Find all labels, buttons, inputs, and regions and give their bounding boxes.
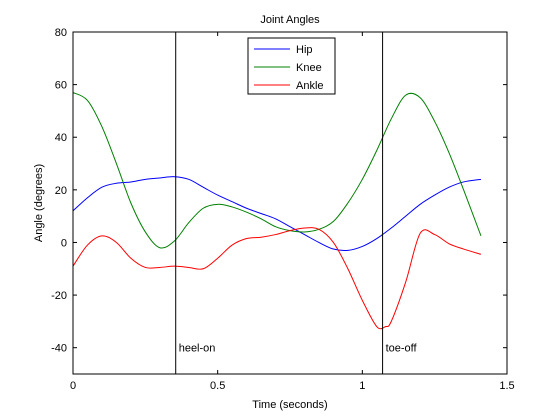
series-line-knee	[72, 92, 482, 249]
annotation-layer: heel-on toe-off	[175, 32, 418, 374]
legend: Hip Knee Ankle	[247, 37, 336, 95]
legend-label-ankle: Ankle	[296, 80, 324, 92]
plot-lines	[72, 92, 482, 330]
x-tick-label: 0.5	[210, 380, 225, 392]
y-tick-label: -20	[51, 290, 67, 302]
plot-frame	[72, 31, 508, 375]
y-tick-label: 60	[55, 80, 67, 92]
legend-label-knee: Knee	[296, 62, 322, 74]
y-tick-label: 0	[61, 237, 67, 249]
y-tick-label: 40	[55, 132, 67, 144]
y-tick-label: 20	[55, 185, 67, 197]
series-line-hip	[72, 176, 482, 252]
series-line-ankle	[72, 227, 482, 330]
y-axis-label: Angle (degrees)	[33, 164, 45, 242]
y-tick-label: -40	[51, 343, 67, 355]
x-tick-label: 1.5	[499, 380, 514, 392]
x-tick-label: 0	[70, 380, 76, 392]
chart-title: Joint Angles	[260, 14, 320, 26]
x-axis-label: Time (seconds)	[252, 399, 327, 411]
tick-layer: 0 0.5 1 1.5 -40 -20 0 20 40 60 80	[51, 27, 515, 392]
legend-label-hip: Hip	[296, 44, 313, 56]
y-tick-label: 80	[55, 27, 67, 39]
event-label-toe-off: toe-off	[386, 343, 418, 355]
event-label-heel-on: heel-on	[179, 343, 216, 355]
x-tick-label: 1	[359, 380, 365, 392]
